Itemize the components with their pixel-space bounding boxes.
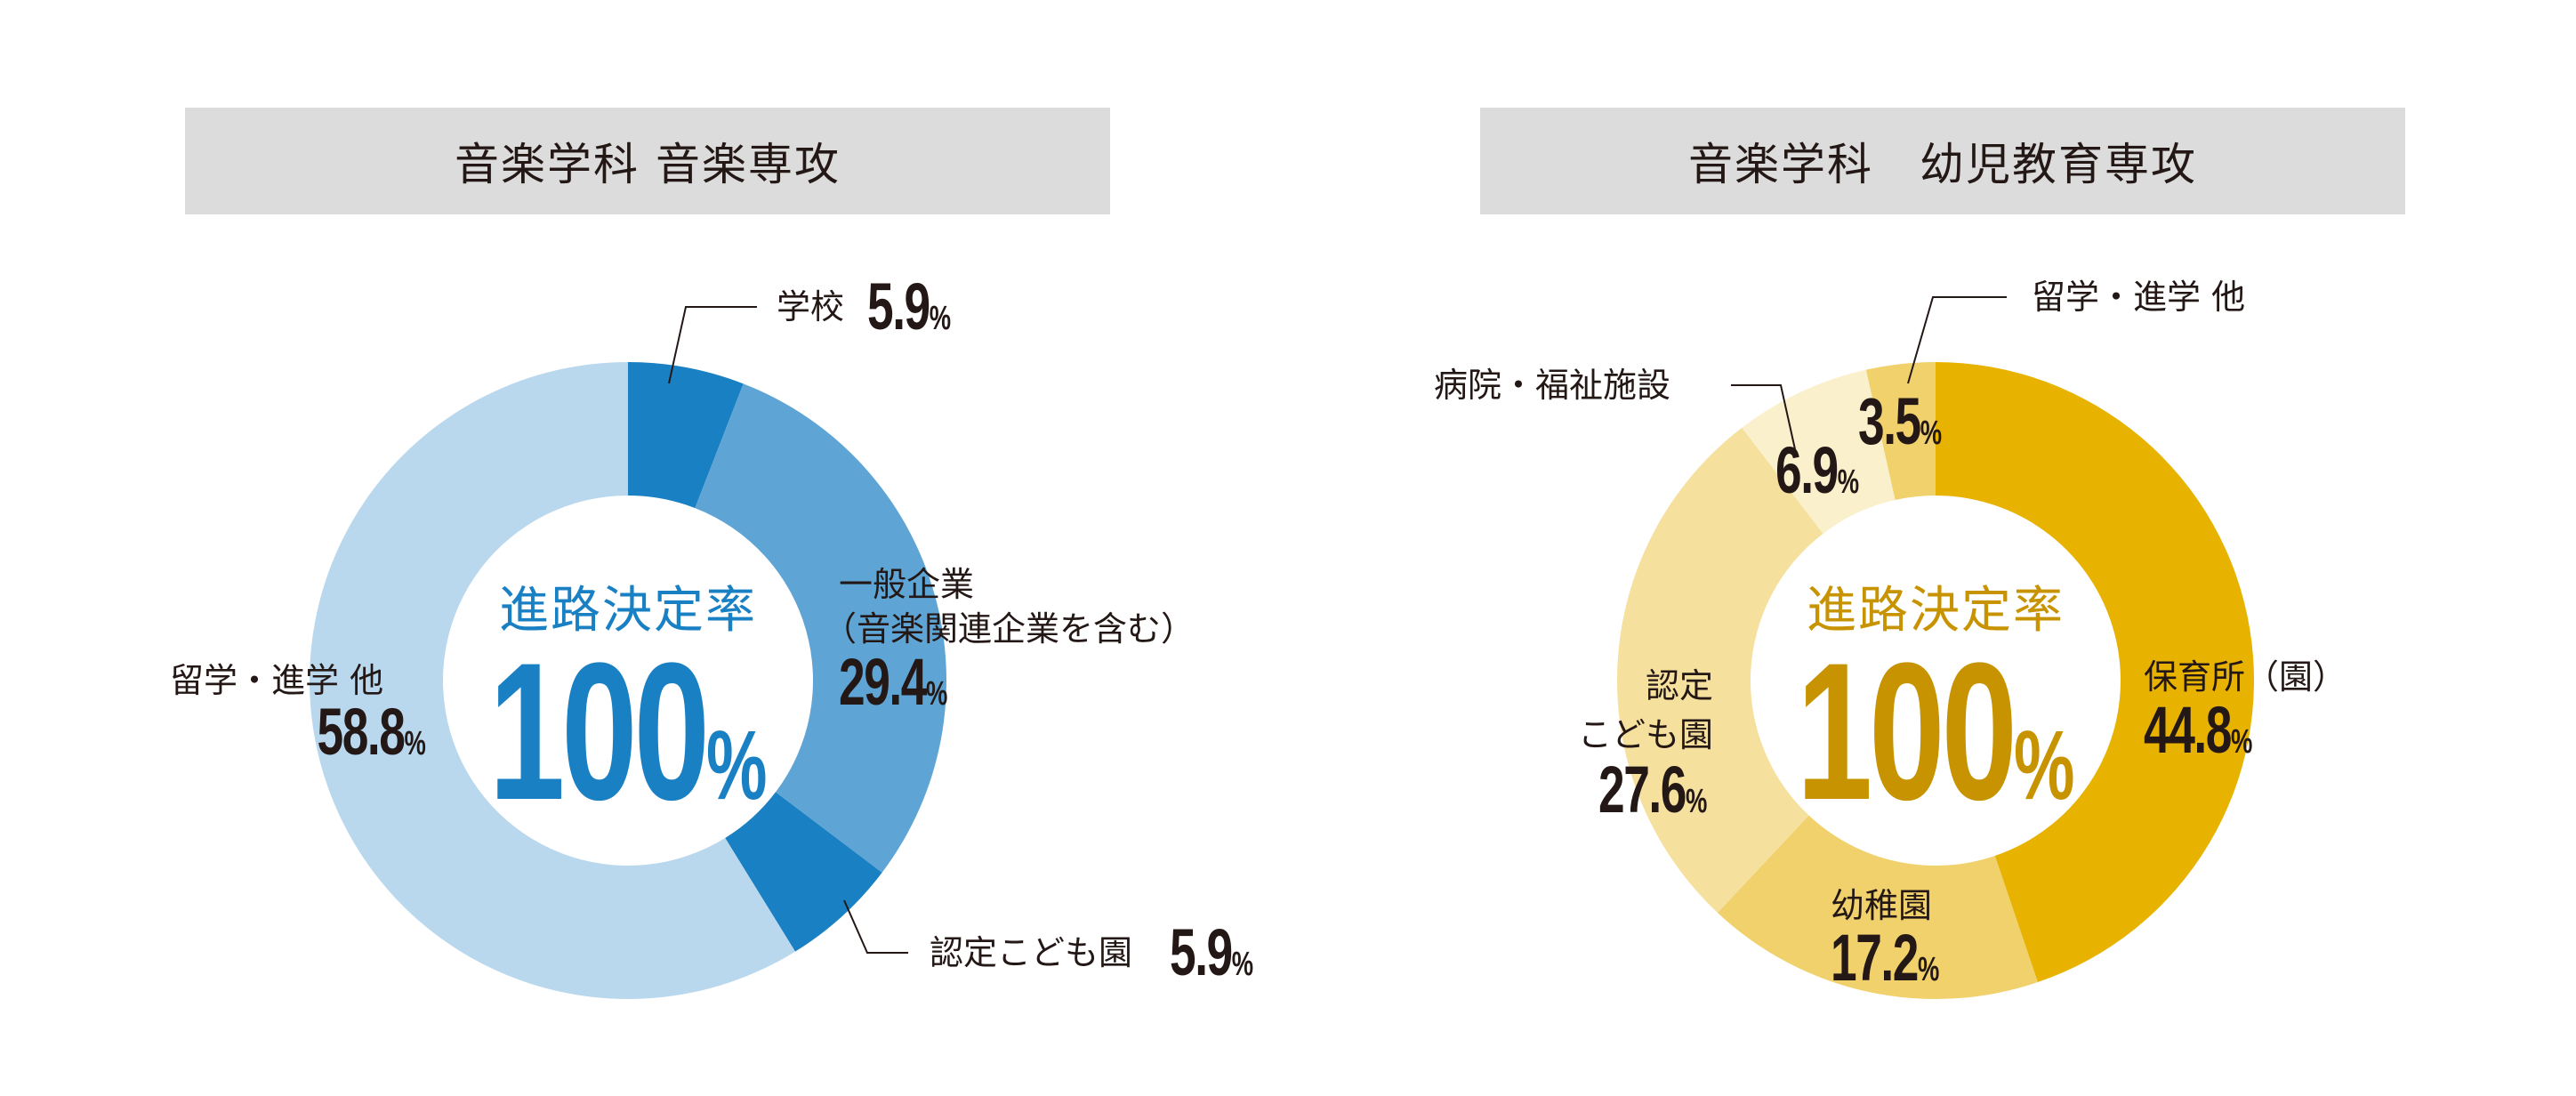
label-kindergarten: 幼稚園	[1831, 886, 1933, 925]
donut-slice	[725, 792, 882, 952]
donut-slice	[1617, 427, 1823, 913]
title-text: 音楽学科 幼児教育専攻	[1688, 139, 2197, 190]
donut-slice	[1865, 362, 1936, 501]
value-study-abroad: 58.8%	[317, 695, 426, 769]
leader-line-kodomoen	[843, 899, 908, 954]
leader-line-study-abroad	[1907, 296, 2007, 384]
donut-slice	[695, 383, 946, 873]
label-kodomoen-line1: 認定	[1645, 666, 1713, 705]
leader-line-hospital	[1731, 384, 1796, 450]
value-nursery: 44.8%	[2144, 693, 2253, 767]
label-kodomoen-line2: こども園	[1577, 715, 1713, 754]
label-study-abroad: 留学・進学 他	[2032, 278, 2246, 317]
label-school: 学校	[777, 287, 845, 326]
value-school: 5.9%	[867, 270, 952, 343]
label-general-company-note: （音楽関連企業を含む）	[823, 609, 1195, 649]
label-study-abroad: 留学・進学 他	[170, 661, 384, 700]
value-hospital-welfare: 6.9%	[1775, 433, 1860, 507]
value-general-company: 29.4%	[839, 645, 948, 719]
center-label: 進路決定率	[1807, 582, 2065, 640]
label-nursery: 保育所（園）	[2144, 657, 2347, 697]
label-general-company: 一般企業	[839, 565, 975, 604]
value-study-abroad: 3.5%	[1858, 384, 1943, 458]
value-kodomoen: 5.9%	[1170, 915, 1254, 989]
value-kodomoen: 27.6%	[1598, 753, 1708, 826]
donut-early-childhood	[1617, 362, 2254, 999]
donut-slice	[628, 362, 744, 509]
center-label: 進路決定率	[499, 582, 757, 640]
title-text: 音楽学科 音楽専攻	[455, 139, 841, 190]
chart-title-early-childhood: 音楽学科 幼児教育専攻	[1480, 108, 2405, 214]
donut-music	[309, 361, 946, 999]
donut-slice	[1717, 815, 2038, 999]
donut-slice	[1936, 362, 2254, 983]
value-kindergarten: 17.2%	[1831, 921, 1940, 995]
leader-line-school	[668, 306, 757, 384]
label-hospital-welfare: 病院・福祉施設	[1434, 366, 1671, 405]
donut-slice	[309, 361, 796, 999]
chart-title-music: 音楽学科 音楽専攻	[185, 108, 1110, 214]
label-kodomoen: 認定こども園	[930, 933, 1133, 972]
donut-slice	[1742, 369, 1896, 534]
center-value: 100%	[1796, 622, 2075, 841]
center-value: 100%	[488, 622, 768, 841]
